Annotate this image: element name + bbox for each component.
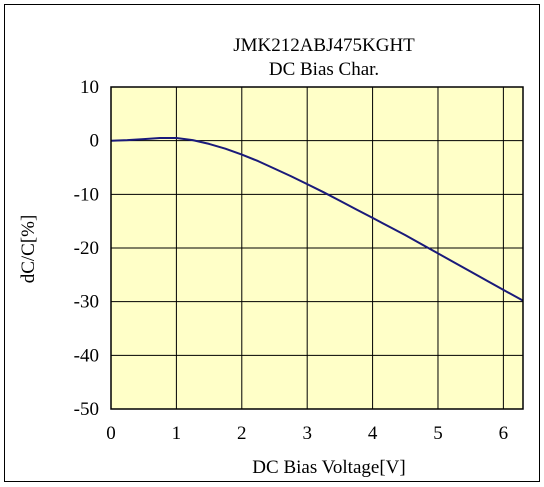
- chart-frame: JMK212ABJ475KGHT DC Bias Char. 0 1 2 3 4 5 6 10…: [4, 4, 540, 482]
- y-axis-label: dC/C[%]: [18, 215, 39, 284]
- x-tick-label: 6: [499, 423, 509, 444]
- y-tick-label: 0: [90, 131, 100, 152]
- x-tick-label: 2: [237, 423, 247, 444]
- chart-svg: JMK212ABJ475KGHT DC Bias Char. 0 1 2 3 4 5 6 10…: [4, 4, 540, 482]
- x-tick-label: 5: [433, 423, 443, 444]
- x-tick-label: 1: [172, 423, 182, 444]
- x-axis-label: DC Bias Voltage[V]: [252, 457, 405, 478]
- x-tick-label: 3: [302, 423, 312, 444]
- chart-subtitle: DC Bias Char.: [269, 59, 379, 80]
- y-tick-label: -20: [74, 238, 99, 259]
- y-tick-label: -30: [74, 292, 99, 313]
- chart-title: JMK212ABJ475KGHT: [233, 35, 415, 56]
- y-tick-label: 10: [80, 77, 99, 98]
- x-tick-label: 0: [106, 423, 116, 444]
- plot-border: [110, 86, 524, 410]
- y-tick-label: -50: [74, 399, 99, 420]
- x-tick-label: 4: [368, 423, 378, 444]
- y-tick-label: -40: [74, 345, 99, 366]
- series-line: [110, 137, 524, 302]
- y-tick-label: -10: [74, 184, 99, 205]
